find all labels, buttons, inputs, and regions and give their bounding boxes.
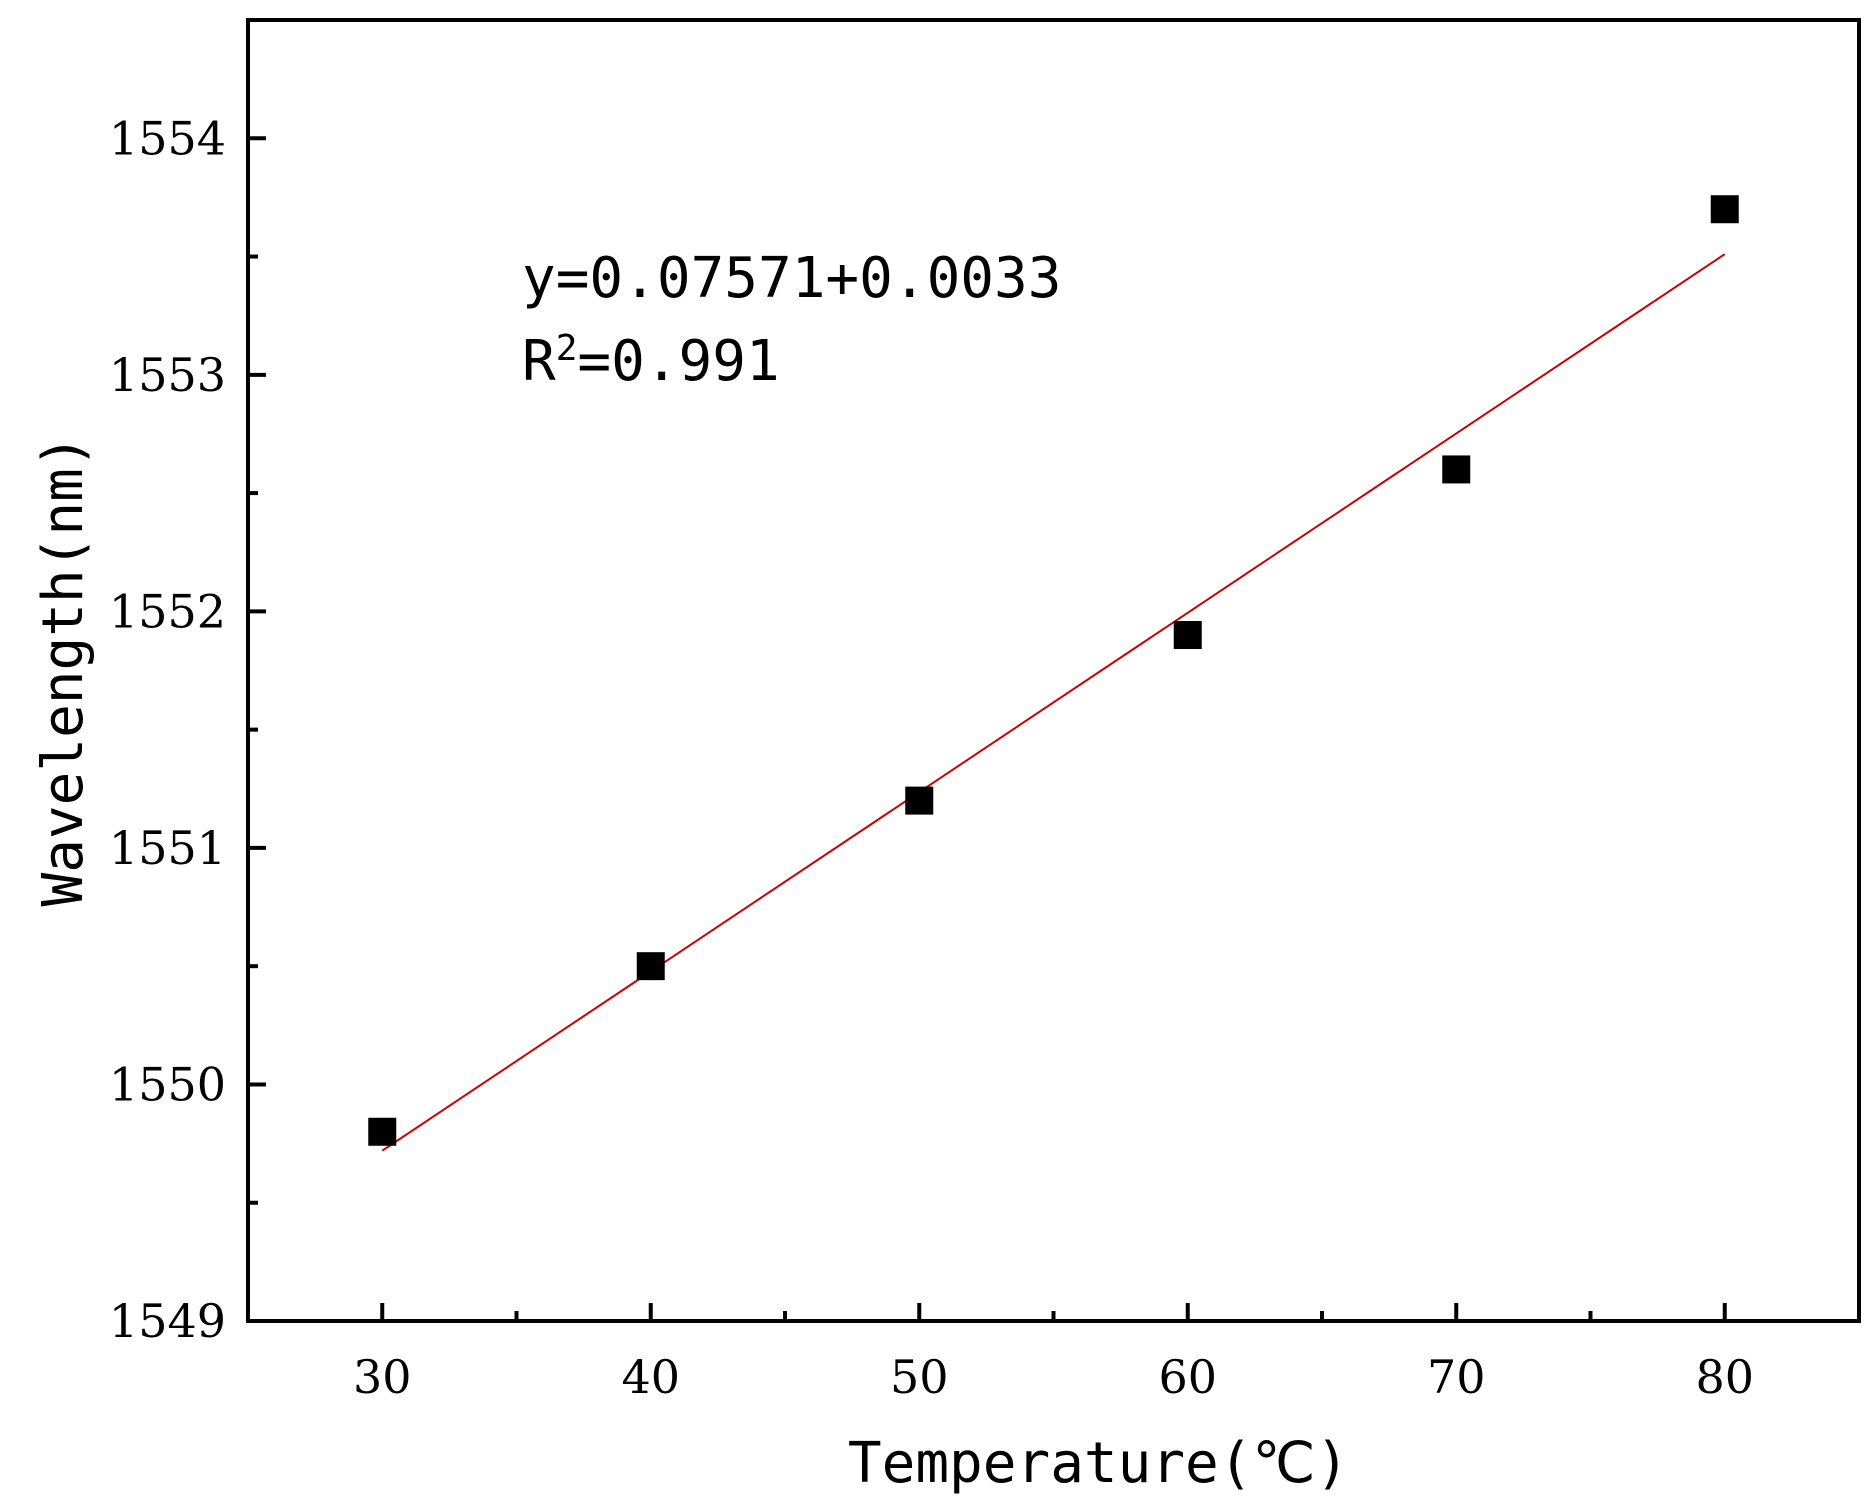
- y-tick-label: 1550: [109, 1057, 226, 1111]
- linear-fit-line: [381, 253, 1726, 1152]
- y-tick-label: 1551: [109, 821, 226, 875]
- data-point: [1710, 195, 1739, 224]
- data-point: [368, 1117, 397, 1146]
- data-point: [636, 952, 665, 981]
- x-tick-label: 70: [1427, 1350, 1486, 1404]
- x-axis-title: Temperature(℃): [848, 1431, 1349, 1496]
- y-tick-label: 1552: [109, 584, 226, 638]
- x-tick-label: 80: [1695, 1350, 1754, 1404]
- fit-equation-annotation: y=0.07571+0.0033: [522, 246, 1061, 311]
- ticks-layer: [248, 136, 1727, 1323]
- r-squared-value: =0.991: [577, 329, 779, 394]
- x-tick-label: 60: [1158, 1350, 1217, 1404]
- data-point: [905, 786, 934, 815]
- y-axis-title: Wavelength(nm): [31, 434, 96, 906]
- data-point: [1173, 621, 1202, 650]
- tick-labels-layer: 30 40 50 60 70 80 1549 1550 1551 1552 1553 1554: [109, 111, 1754, 1404]
- x-tick-label: 50: [890, 1350, 949, 1404]
- fit-line-layer: [381, 253, 1726, 1152]
- r-squared-annotation: R2=0.991: [522, 328, 780, 394]
- data-points-layer: [368, 195, 1739, 1146]
- data-point: [1442, 455, 1471, 484]
- plot-frame: [246, 18, 1861, 1323]
- x-tick-label: 40: [621, 1350, 680, 1404]
- y-tick-label: 1553: [109, 348, 226, 402]
- r-squared-exponent: 2: [556, 328, 578, 369]
- y-tick-label: 1549: [109, 1294, 226, 1348]
- x-tick-label: 30: [353, 1350, 412, 1404]
- y-tick-label: 1554: [109, 111, 226, 165]
- r-squared-prefix: R: [522, 329, 556, 394]
